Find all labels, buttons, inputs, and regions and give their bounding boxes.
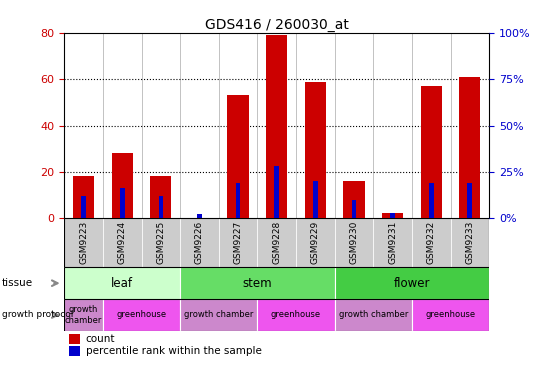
Bar <box>313 181 318 218</box>
Bar <box>180 218 219 267</box>
Text: GSM9225: GSM9225 <box>157 221 165 264</box>
Text: growth chamber: growth chamber <box>184 310 253 320</box>
Bar <box>219 218 257 267</box>
Bar <box>64 218 103 267</box>
Bar <box>382 213 403 218</box>
Bar <box>180 267 335 299</box>
Bar <box>103 299 180 331</box>
Text: growth protocol: growth protocol <box>2 310 73 320</box>
Text: greenhouse: greenhouse <box>425 310 476 320</box>
Bar <box>236 183 240 218</box>
Text: count: count <box>86 334 115 344</box>
Bar <box>335 218 373 267</box>
Bar <box>64 299 103 331</box>
Bar <box>296 218 335 267</box>
Bar <box>459 77 480 218</box>
Bar <box>305 82 326 218</box>
Bar <box>73 176 94 218</box>
Bar <box>335 299 412 331</box>
Bar <box>352 199 356 218</box>
Text: flower: flower <box>394 277 430 290</box>
Bar <box>467 183 472 218</box>
Bar <box>266 35 287 218</box>
Bar <box>429 183 434 218</box>
Text: growth chamber: growth chamber <box>339 310 408 320</box>
Title: GDS416 / 260030_at: GDS416 / 260030_at <box>205 18 349 32</box>
Bar <box>64 267 180 299</box>
Text: GSM9231: GSM9231 <box>388 221 397 264</box>
Bar <box>343 181 364 218</box>
Bar <box>335 267 489 299</box>
Bar <box>373 218 412 267</box>
Bar <box>112 153 133 218</box>
Bar <box>257 218 296 267</box>
Bar <box>159 196 163 218</box>
Text: GSM9230: GSM9230 <box>349 221 358 264</box>
Text: GSM9233: GSM9233 <box>465 221 475 264</box>
Bar <box>274 166 279 218</box>
Text: greenhouse: greenhouse <box>116 310 167 320</box>
Bar <box>150 176 172 218</box>
Text: greenhouse: greenhouse <box>271 310 321 320</box>
Bar <box>81 196 86 218</box>
Bar <box>412 218 451 267</box>
Text: percentile rank within the sample: percentile rank within the sample <box>86 346 262 356</box>
Bar <box>197 214 202 218</box>
Text: GSM9228: GSM9228 <box>272 221 281 264</box>
Text: GSM9226: GSM9226 <box>195 221 204 264</box>
Bar <box>69 346 80 356</box>
Text: leaf: leaf <box>111 277 133 290</box>
Bar <box>103 218 141 267</box>
Text: stem: stem <box>243 277 272 290</box>
Text: GSM9229: GSM9229 <box>311 221 320 264</box>
Bar <box>141 218 180 267</box>
Text: GSM9232: GSM9232 <box>427 221 435 264</box>
Text: growth
chamber: growth chamber <box>65 305 102 325</box>
Text: GSM9223: GSM9223 <box>79 221 88 264</box>
Text: GSM9227: GSM9227 <box>234 221 243 264</box>
Bar <box>69 334 80 344</box>
Text: GSM9224: GSM9224 <box>118 221 127 264</box>
Text: tissue: tissue <box>2 278 33 288</box>
Bar <box>257 299 335 331</box>
Bar <box>390 213 395 218</box>
Bar <box>228 96 249 218</box>
Bar <box>180 299 257 331</box>
Bar <box>451 218 489 267</box>
Bar <box>420 86 442 218</box>
Bar <box>412 299 489 331</box>
Bar <box>120 188 125 218</box>
